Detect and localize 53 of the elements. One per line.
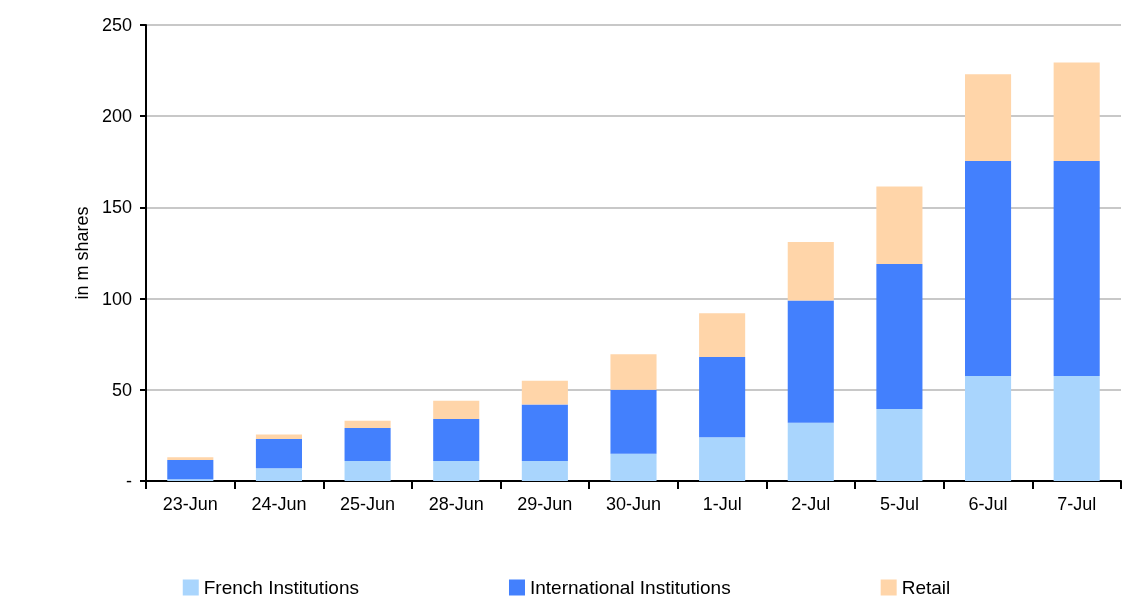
bar xyxy=(787,300,834,423)
bar xyxy=(699,437,746,481)
y-tick-label: 250 xyxy=(101,15,132,35)
bar xyxy=(433,460,480,481)
bar xyxy=(699,313,746,357)
bar xyxy=(521,460,568,481)
bar xyxy=(965,160,1012,377)
bar xyxy=(965,376,1012,481)
bar xyxy=(255,468,302,481)
bar xyxy=(610,389,657,454)
bar xyxy=(876,186,923,264)
bar xyxy=(521,404,568,461)
bar xyxy=(167,457,214,461)
x-tick-label: 1-Jul xyxy=(702,494,742,514)
x-tick-label: 7-Jul xyxy=(1057,494,1097,514)
bar xyxy=(610,453,657,481)
bar xyxy=(344,420,391,429)
y-tick-label: 100 xyxy=(101,288,132,309)
bar xyxy=(1053,376,1100,481)
y-axis-title: in m shares xyxy=(72,206,92,300)
y-tick-label: 50 xyxy=(111,379,132,400)
bar xyxy=(610,354,657,390)
bar xyxy=(521,380,568,405)
bar xyxy=(255,439,302,469)
bar xyxy=(255,434,302,440)
x-tick-label: 25-Jun xyxy=(340,494,396,514)
legend-label: French Institutions xyxy=(203,577,359,598)
x-tick-label: 28-Jun xyxy=(428,494,484,514)
bar xyxy=(433,400,480,419)
y-tick-label: 150 xyxy=(101,197,132,218)
x-tick-label: 24-Jun xyxy=(251,494,307,514)
legend-label: Retail xyxy=(901,577,951,598)
bar xyxy=(965,74,1012,161)
bar xyxy=(699,356,746,438)
y-tick-label: 200 xyxy=(101,106,132,127)
bar xyxy=(344,428,391,461)
bar xyxy=(876,263,923,409)
y-tick-label: - xyxy=(126,471,132,491)
bar xyxy=(787,422,834,481)
bar xyxy=(167,460,214,480)
x-tick-label: 30-Jun xyxy=(605,494,662,514)
bar xyxy=(1053,62,1100,161)
x-tick-label: 5-Jul xyxy=(879,494,919,514)
x-tick-label: 6-Jul xyxy=(968,494,1008,514)
bar xyxy=(1053,160,1100,377)
bar xyxy=(344,460,391,481)
legend-label: International Institutions xyxy=(529,577,731,598)
x-tick-label: 23-Jun xyxy=(162,494,218,514)
bar xyxy=(876,408,923,481)
x-tick-label: 2-Jul xyxy=(791,494,831,514)
x-tick-label: 29-Jun xyxy=(517,494,573,514)
bar xyxy=(787,242,834,301)
bar xyxy=(433,418,480,461)
